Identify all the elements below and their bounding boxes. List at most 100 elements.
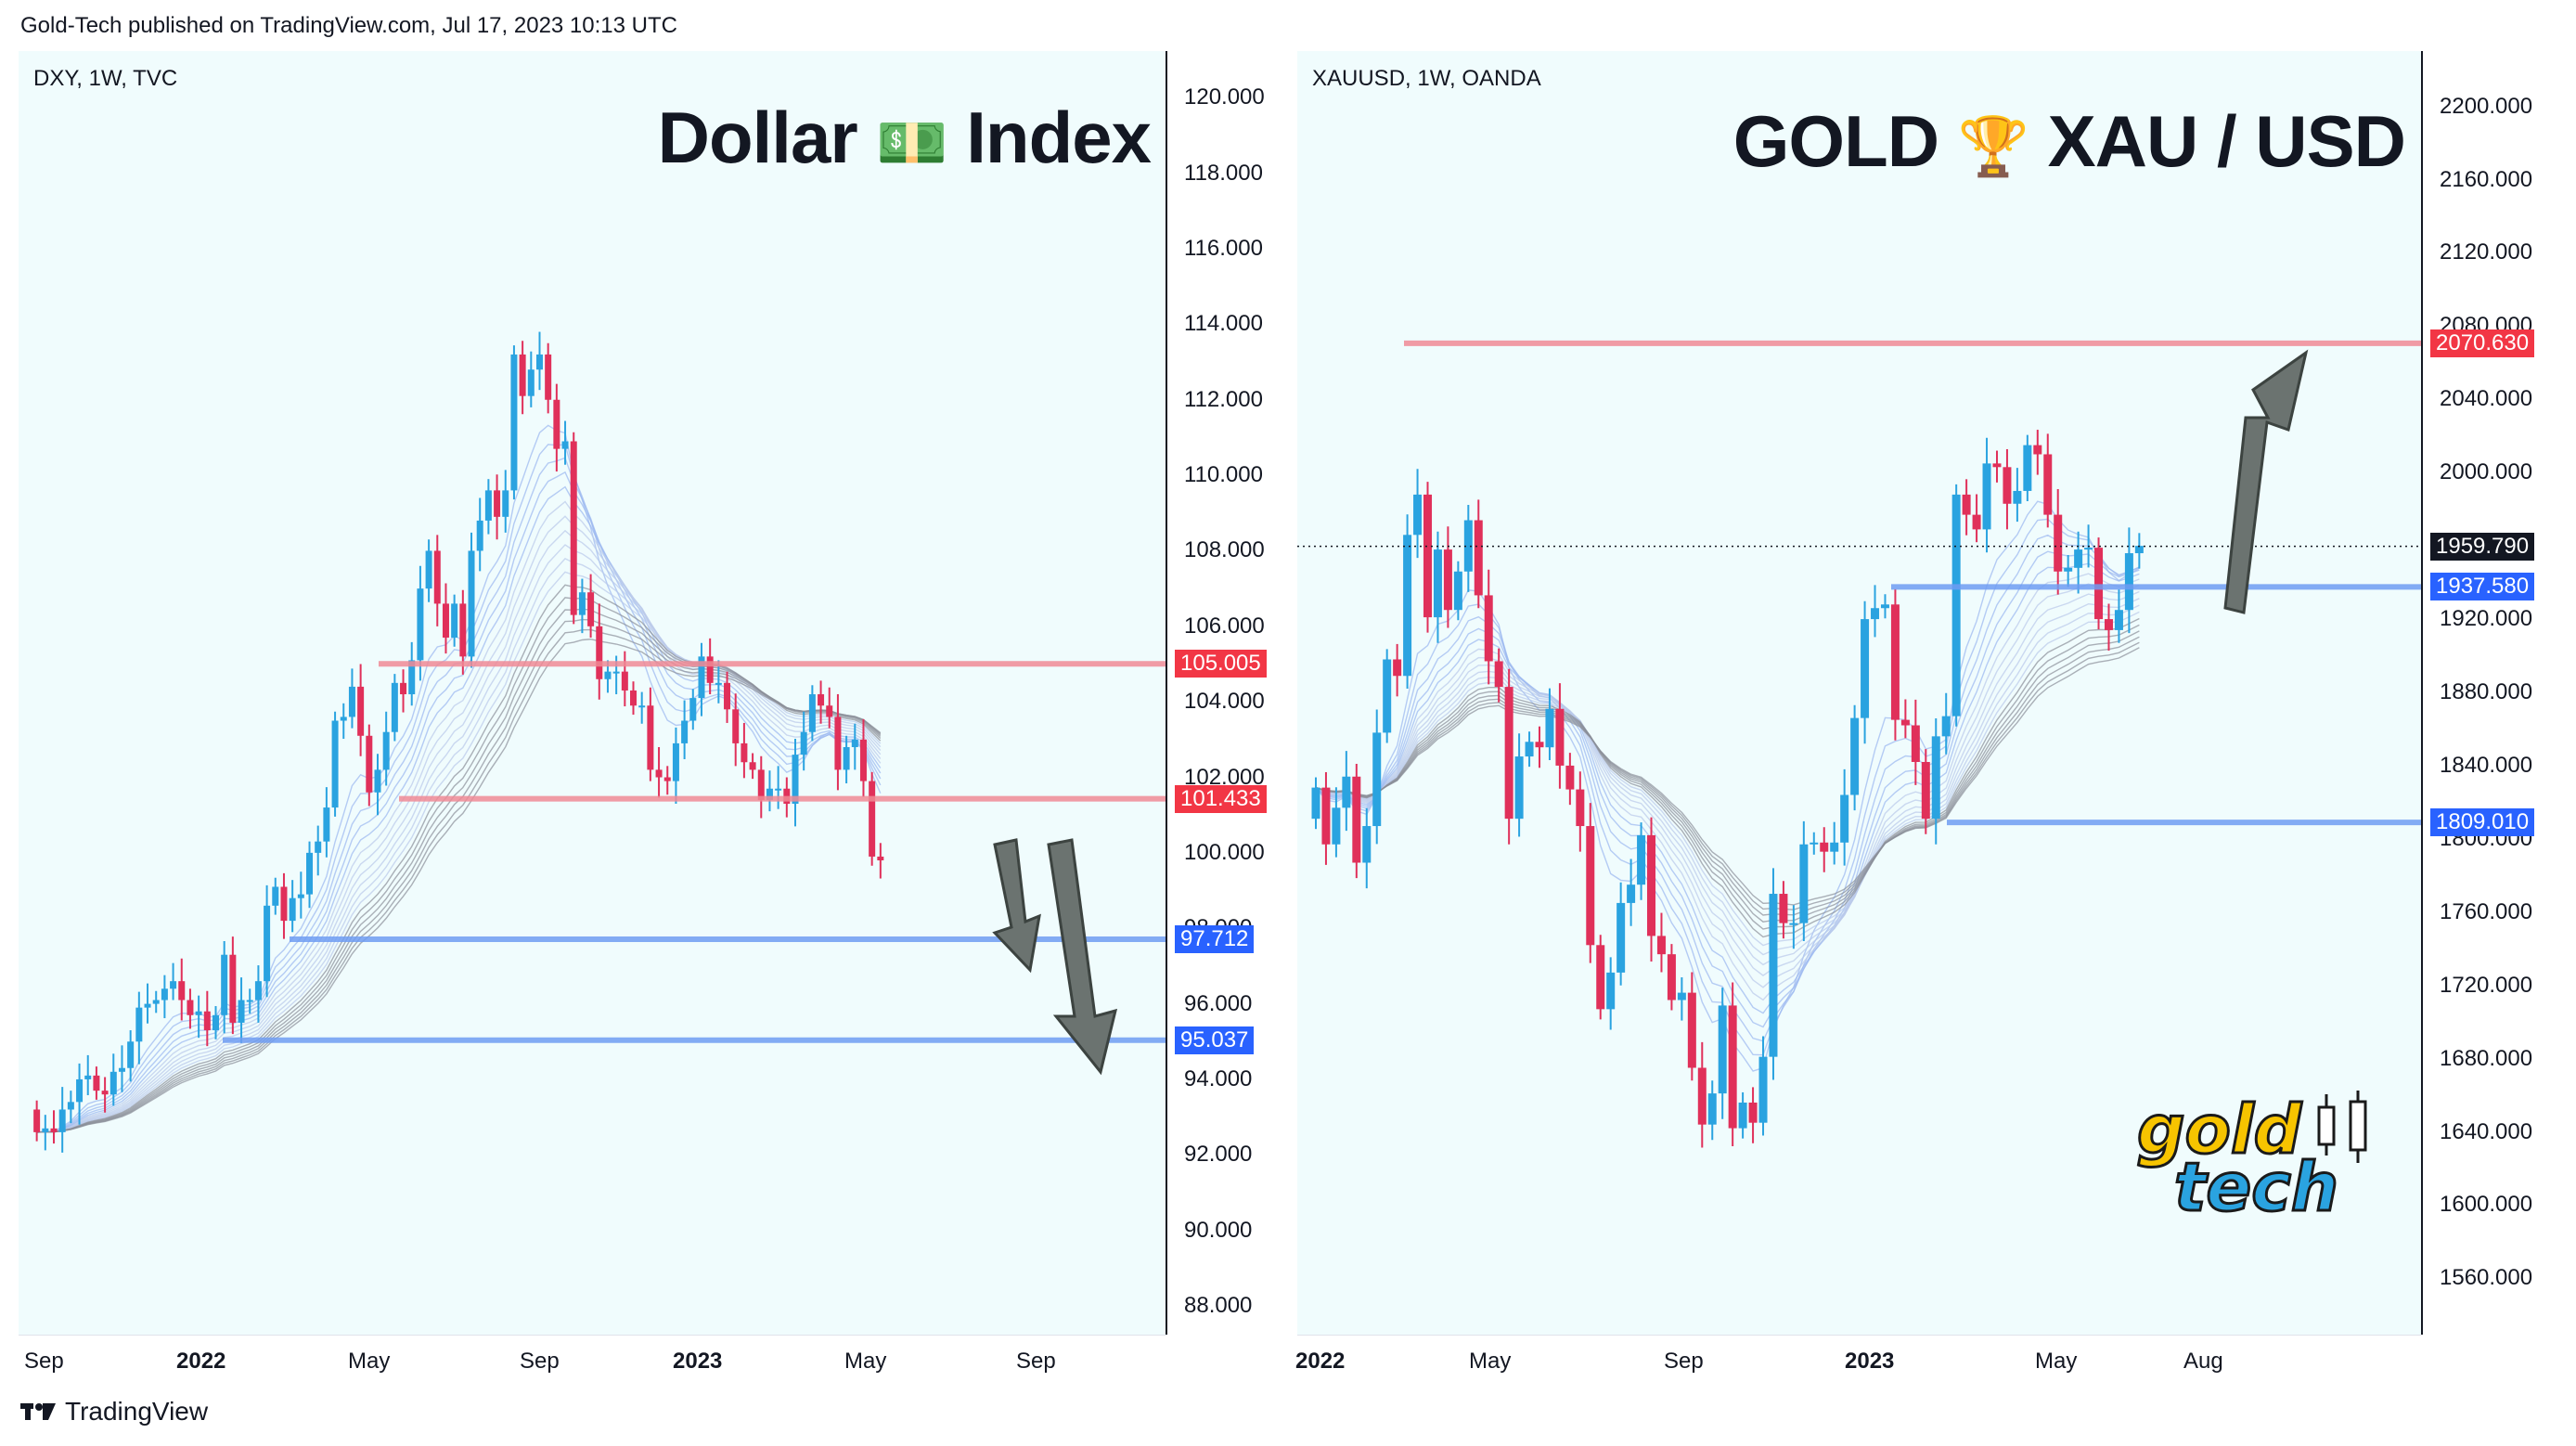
price-tick-label: 92.000 bbox=[1184, 1142, 1253, 1168]
candle-body bbox=[306, 852, 314, 895]
candle-body bbox=[510, 354, 518, 491]
candle-body bbox=[724, 682, 731, 710]
dxy-plot-area[interactable] bbox=[19, 51, 1166, 1335]
candle-body bbox=[1789, 923, 1798, 925]
ema-line bbox=[36, 515, 882, 1133]
time-tick-label: Aug bbox=[2183, 1349, 2223, 1374]
candle-body bbox=[1383, 659, 1392, 733]
candle-body bbox=[545, 354, 552, 400]
logo-candles-icon bbox=[2317, 1091, 2367, 1163]
candle-body bbox=[1972, 514, 1981, 530]
candle-body bbox=[749, 762, 756, 770]
price-tick-label: 114.000 bbox=[1184, 311, 1263, 337]
gold-symbol-label: XAUUSD, 1W, OANDA bbox=[1312, 66, 1541, 91]
candle-body bbox=[698, 656, 705, 699]
candle-body bbox=[1484, 595, 1493, 662]
candle-body bbox=[1423, 494, 1433, 618]
candle-body bbox=[340, 717, 347, 721]
gold-price-axis[interactable]: 2200.000 2160.000 2120.000 2080.000 2040.000… bbox=[2421, 51, 2561, 1335]
candle-body bbox=[1677, 992, 1686, 1001]
ema-line bbox=[36, 457, 882, 1133]
time-tick-label: 2023 bbox=[1845, 1349, 1895, 1374]
candle-body bbox=[1992, 463, 2002, 468]
ema-line bbox=[36, 424, 882, 1133]
candle-body bbox=[715, 682, 722, 685]
time-tick-label: Sep bbox=[24, 1349, 64, 1374]
dxy-title: Dollar 💵 Index bbox=[657, 96, 1152, 180]
candle-body bbox=[127, 1041, 135, 1068]
dxy-time-axis[interactable]: Sep 2022 May Sep 2023 May Sep bbox=[19, 1335, 1166, 1384]
candle-body bbox=[502, 490, 509, 517]
time-tick-label: 2022 bbox=[176, 1349, 226, 1374]
candle-body bbox=[1403, 535, 1412, 677]
candle-body bbox=[1535, 742, 1544, 748]
candle-body bbox=[741, 742, 748, 763]
candle-body bbox=[527, 369, 535, 396]
resistance-price-tag: 101.433 bbox=[1175, 784, 1267, 813]
candle-body bbox=[1352, 776, 1361, 863]
candle-body bbox=[484, 490, 492, 521]
candle-body bbox=[1810, 842, 1819, 845]
time-tick-label: Sep bbox=[1016, 1349, 1056, 1374]
price-tick-label: 1720.000 bbox=[2440, 972, 2533, 998]
candle-body bbox=[1393, 659, 1402, 677]
gold-time-axis[interactable]: 2022 May Sep 2023 May Aug bbox=[1295, 1335, 2421, 1384]
candle-body bbox=[1474, 520, 1483, 596]
dxy-symbol-label: DXY, 1W, TVC bbox=[33, 66, 178, 91]
price-tick-label: 1680.000 bbox=[2440, 1045, 2533, 1071]
ema-line bbox=[36, 638, 882, 1133]
ema-line bbox=[1315, 624, 2140, 930]
candle-body bbox=[366, 735, 373, 793]
candle-body bbox=[1871, 608, 1880, 620]
candle-body bbox=[1514, 756, 1524, 820]
candle-body bbox=[681, 720, 689, 743]
tradingview-brand: TradingView bbox=[65, 1397, 209, 1426]
dxy-price-axis[interactable]: 120.000 118.000 116.000 114.000 112.000 110.0… bbox=[1166, 51, 1285, 1335]
candle-body bbox=[264, 905, 271, 982]
ema-line bbox=[1315, 604, 2140, 956]
candle-body bbox=[1890, 604, 1900, 720]
ema-line bbox=[36, 571, 882, 1133]
price-tick-label: 90.000 bbox=[1184, 1217, 1253, 1243]
price-tick-label: 106.000 bbox=[1184, 613, 1265, 639]
candle-body bbox=[1453, 571, 1462, 611]
gold-title-post: XAU / USD bbox=[2047, 100, 2406, 182]
candle-body bbox=[1820, 842, 1829, 852]
candle-body bbox=[766, 788, 773, 800]
candle-body bbox=[561, 441, 569, 449]
projection-arrow bbox=[1047, 838, 1118, 1076]
publisher-caption: Gold-Tech published on TradingView.com, … bbox=[20, 13, 677, 38]
candle-body bbox=[1504, 687, 1513, 820]
candle-body bbox=[297, 894, 304, 898]
candle-body bbox=[869, 781, 876, 857]
candle-body bbox=[229, 954, 237, 1023]
candle-body bbox=[1555, 708, 1565, 766]
logo-word-tech: tech bbox=[2172, 1147, 2339, 1228]
candle-body bbox=[1931, 736, 1940, 820]
dxy-title-pre: Dollar bbox=[657, 97, 858, 178]
candle-body bbox=[2003, 467, 2012, 504]
candle-body bbox=[58, 1109, 66, 1132]
ema-line bbox=[1315, 641, 2140, 910]
candle-body bbox=[2084, 548, 2093, 550]
ema-line bbox=[1315, 583, 2140, 988]
candle-body bbox=[323, 807, 330, 842]
candle-body bbox=[1880, 604, 1889, 609]
candle-body bbox=[630, 690, 638, 706]
price-tick-label: 96.000 bbox=[1184, 990, 1253, 1016]
candle-body bbox=[596, 626, 603, 679]
money-icon: 💵 bbox=[876, 111, 947, 175]
candle-body bbox=[425, 550, 432, 589]
time-tick-label: 2023 bbox=[673, 1349, 723, 1374]
time-tick-label: May bbox=[2035, 1349, 2078, 1374]
tradingview-footer[interactable]: TradingView bbox=[20, 1397, 208, 1427]
support-price-tag: 97.712 bbox=[1175, 924, 1255, 953]
candle-body bbox=[1372, 732, 1382, 827]
dxy-chart-svg bbox=[33, 331, 1166, 1153]
ema-line bbox=[36, 485, 882, 1133]
candle-body bbox=[451, 603, 458, 639]
candle-body bbox=[587, 592, 595, 626]
candle-body bbox=[101, 1091, 109, 1095]
candle-body bbox=[1962, 494, 1971, 515]
candle-body bbox=[826, 705, 833, 717]
